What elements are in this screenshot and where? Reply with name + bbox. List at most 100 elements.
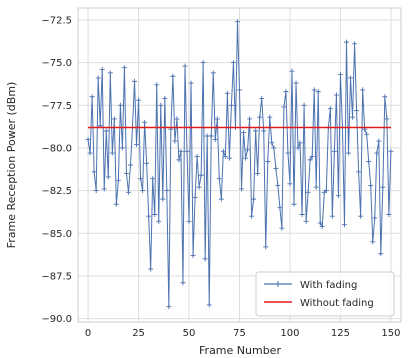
data-point bbox=[172, 138, 178, 144]
data-point bbox=[180, 280, 186, 286]
x-tick-label: 0 bbox=[85, 328, 91, 339]
data-point bbox=[366, 159, 372, 165]
x-tick-label: 50 bbox=[183, 328, 196, 339]
data-point bbox=[249, 213, 255, 219]
data-point bbox=[190, 252, 196, 258]
x-axis-label: Frame Number bbox=[199, 344, 281, 357]
x-tick-label: 25 bbox=[132, 328, 145, 339]
data-point bbox=[279, 225, 285, 231]
data-point bbox=[257, 114, 263, 120]
data-point bbox=[275, 182, 281, 188]
data-point bbox=[356, 169, 362, 175]
data-point bbox=[164, 188, 170, 194]
data-point bbox=[210, 70, 216, 76]
data-point bbox=[271, 145, 277, 151]
data-point bbox=[329, 213, 335, 219]
data-point bbox=[346, 150, 352, 156]
data-point bbox=[125, 189, 131, 195]
y-axis-ticks: −90.0 −87.5 −85.0 −82.5 −80.0 −77.5 −75.0 −72.5 bbox=[41, 15, 72, 325]
data-point bbox=[350, 114, 356, 120]
data-point bbox=[132, 78, 138, 84]
data-point bbox=[243, 155, 249, 161]
data-point bbox=[323, 188, 329, 194]
data-point bbox=[162, 95, 168, 101]
data-point bbox=[267, 114, 273, 120]
data-point bbox=[358, 213, 364, 219]
data-point bbox=[136, 97, 142, 103]
y-axis-label: Frame Reception Power (dBm) bbox=[5, 82, 18, 249]
data-point bbox=[198, 172, 204, 178]
data-point bbox=[305, 189, 311, 195]
data-point bbox=[194, 153, 200, 159]
data-point bbox=[214, 116, 220, 122]
data-point bbox=[370, 239, 376, 245]
data-point bbox=[285, 150, 291, 156]
data-point bbox=[117, 102, 123, 108]
data-point bbox=[311, 87, 317, 93]
data-point bbox=[121, 65, 127, 71]
y-tick-label: −77.5 bbox=[41, 101, 72, 112]
data-point bbox=[166, 304, 172, 310]
data-point bbox=[301, 102, 307, 108]
data-point bbox=[115, 177, 121, 183]
legend-label-with-fading: With fading bbox=[300, 280, 357, 291]
data-point bbox=[103, 128, 109, 134]
data-point bbox=[85, 136, 91, 142]
data-point bbox=[303, 218, 309, 224]
data-point bbox=[273, 165, 279, 171]
data-point bbox=[313, 184, 319, 190]
data-point bbox=[319, 223, 325, 229]
data-point bbox=[307, 157, 313, 163]
data-point bbox=[91, 169, 97, 175]
data-point bbox=[297, 140, 303, 146]
data-point bbox=[95, 75, 101, 81]
y-tick-label: −80.0 bbox=[41, 143, 72, 154]
data-point bbox=[170, 73, 176, 79]
x-tick-label: 75 bbox=[233, 328, 246, 339]
data-point bbox=[378, 251, 384, 257]
data-point bbox=[105, 174, 111, 180]
data-point bbox=[327, 106, 333, 112]
data-point bbox=[119, 145, 125, 151]
data-point bbox=[255, 171, 261, 177]
data-point bbox=[154, 82, 160, 88]
y-tick-label: −85.0 bbox=[41, 229, 72, 240]
legend-box bbox=[255, 271, 395, 317]
data-point bbox=[101, 186, 107, 192]
data-point bbox=[269, 140, 275, 146]
data-point bbox=[188, 80, 194, 86]
data-point bbox=[368, 182, 374, 188]
grid bbox=[78, 8, 401, 322]
data-point bbox=[241, 130, 247, 136]
data-point bbox=[192, 194, 198, 200]
data-point bbox=[384, 116, 390, 122]
data-point bbox=[382, 94, 388, 100]
data-point bbox=[220, 148, 226, 154]
x-tick-label: 125 bbox=[331, 328, 350, 339]
data-point bbox=[222, 153, 228, 159]
data-point bbox=[360, 87, 366, 93]
data-point bbox=[138, 176, 144, 182]
data-point bbox=[281, 104, 287, 110]
x-tick-label: 150 bbox=[381, 328, 400, 339]
data-point bbox=[309, 153, 315, 159]
data-point bbox=[234, 19, 240, 25]
data-point bbox=[196, 184, 202, 190]
y-tick-label: −90.0 bbox=[41, 314, 72, 325]
data-point bbox=[228, 102, 234, 108]
data-point bbox=[299, 211, 305, 217]
data-point bbox=[386, 211, 392, 217]
data-point bbox=[335, 193, 341, 199]
data-point bbox=[142, 119, 148, 125]
data-point bbox=[283, 89, 289, 95]
data-point bbox=[87, 150, 93, 156]
data-point bbox=[333, 92, 339, 98]
data-point bbox=[230, 60, 236, 66]
data-point bbox=[123, 171, 129, 177]
data-point bbox=[160, 196, 166, 202]
data-point bbox=[89, 94, 95, 100]
data-point bbox=[200, 60, 206, 66]
data-point bbox=[253, 128, 259, 134]
data-point bbox=[224, 90, 230, 96]
data-point bbox=[364, 131, 370, 137]
